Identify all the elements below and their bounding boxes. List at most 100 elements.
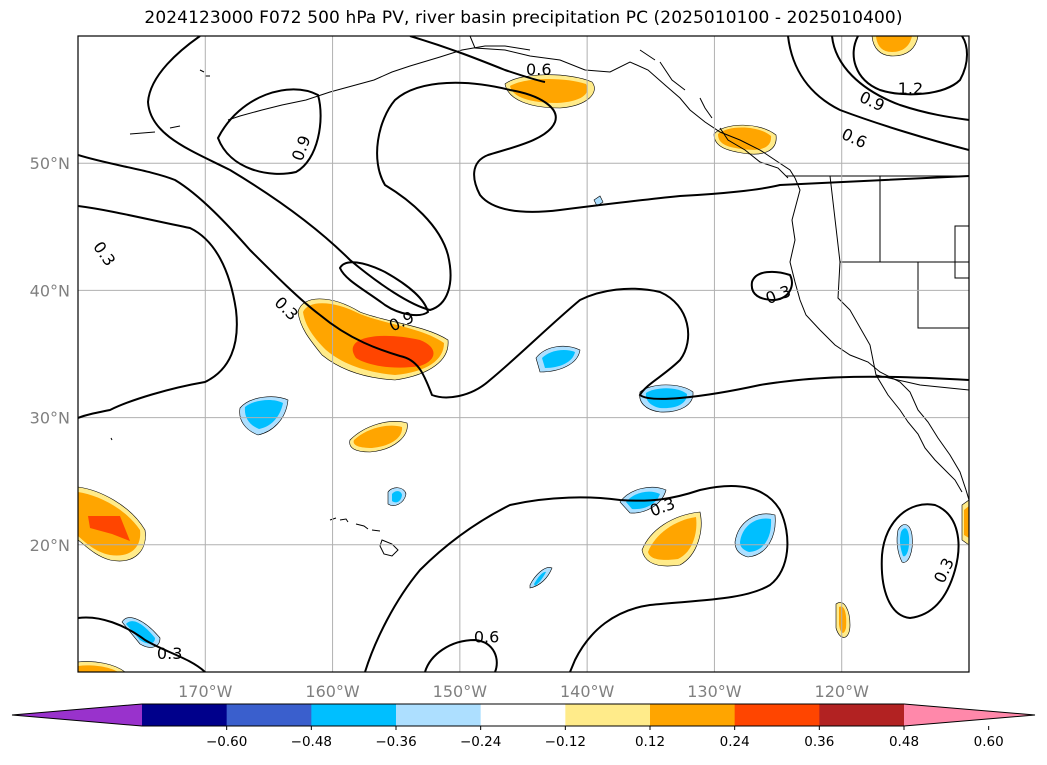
contour-03-south [364, 485, 789, 672]
lat-tick-label: 20°N [30, 536, 70, 555]
neg-precip-blob-8 [387, 487, 407, 506]
colorbar-tick-label: 0.60 [974, 734, 1004, 750]
precip-blob-gulf-alaska [504, 74, 595, 109]
neg-precip-blob-9 [529, 567, 553, 589]
colorbar-swatch [396, 704, 482, 726]
contour-label-text: 1.2 [898, 79, 923, 98]
contour-label-text: 0.3 [157, 644, 182, 663]
contour-09-north [146, 36, 969, 312]
contour-09-loop [216, 88, 322, 175]
contour-label: 0.9 [288, 133, 315, 163]
contour-09-northeast [831, 36, 969, 121]
contour-label: 0.3 [930, 555, 958, 586]
lon-tick-label: 150°W [433, 682, 488, 701]
contour-03-southwest [78, 616, 206, 672]
neg-precip-blob-10 [593, 195, 604, 207]
contour-label: 0.6 [474, 627, 499, 646]
contour-03-big [78, 154, 969, 400]
bc-coast-islands [639, 49, 789, 179]
neg-precip-blob-5 [734, 513, 776, 558]
contour-label: 0.3 [89, 238, 119, 270]
neg-precip-blob-7 [121, 617, 161, 648]
lat-tick-label: 50°N [30, 154, 70, 173]
contour-06-alaska [409, 36, 546, 83]
precip-blob-central-north-pacific [297, 298, 449, 381]
pv-contours [78, 36, 969, 672]
lon-tick-label: 120°W [815, 682, 870, 701]
us-west-coast [789, 177, 969, 501]
neg-precip-blob-1 [239, 396, 289, 436]
contour-label-text: 0.3 [89, 238, 119, 270]
colorbar-swatch [819, 704, 905, 726]
colorbar-tick-label: 0.12 [635, 734, 665, 750]
colorbar: −0.60 −0.48 −0.36 −0.24 −0.12 0.12 0.24 0.36 0.4… [11, 703, 1036, 750]
precip-blob-west-edge [78, 486, 146, 562]
colorbar-swatch [480, 704, 566, 726]
contour-label-text: 0.6 [526, 60, 551, 79]
colorbar-tick-label: −0.48 [291, 734, 332, 750]
contour-label: 0.9 [857, 87, 888, 115]
colorbar-extend-max [904, 704, 1035, 726]
small-islands [110, 69, 210, 441]
precip-blob-baja-coast [961, 499, 969, 546]
contour-label: 0.3 [763, 281, 793, 308]
baja-california [875, 374, 963, 493]
contour-03-west [78, 205, 238, 419]
contour-06-south [424, 638, 498, 672]
latitude-ticks: 20°N 30°N 40°N 50°N [30, 154, 70, 555]
colorbar-tick-label: 0.36 [804, 734, 834, 750]
contour-label-text: 0.3 [271, 293, 302, 324]
lat-tick-label: 40°N [30, 281, 70, 300]
lat-tick-label: 30°N [30, 409, 70, 428]
contour-label: 0.6 [839, 124, 870, 152]
map-frame [77, 35, 970, 673]
colorbar-tick-label: 0.24 [720, 734, 750, 750]
contour-label: 0.3 [157, 644, 182, 663]
coastlines [110, 36, 969, 557]
colorbar-swatch [565, 704, 651, 726]
lon-tick-label: 130°W [687, 682, 742, 701]
colorbar-tick-label: −0.60 [206, 734, 247, 750]
precip-blob-bottom-left [78, 661, 126, 672]
contour-09-tongue [338, 261, 430, 317]
colorbar-outline [11, 703, 1036, 727]
contour-label: 0.3 [271, 293, 302, 324]
gridlines [78, 36, 969, 672]
colorbar-tick-label: −0.24 [460, 734, 501, 750]
neg-precip-blob-3 [639, 384, 694, 413]
contour-label-text: 0.3 [930, 555, 958, 586]
colorbar-swatch [142, 704, 228, 726]
precip-blob-subtropical-north [349, 421, 408, 453]
colorbar-tick-label: −0.12 [545, 734, 586, 750]
contour-label-text: 0.6 [474, 627, 499, 646]
colorbar-tick-label: 0.48 [889, 734, 919, 750]
precip-blob-mexico-offshore [835, 602, 851, 638]
alaska-coast [469, 36, 796, 179]
colorbar-swatch [311, 704, 397, 726]
colorbar-swatch [226, 704, 312, 726]
hawaii-islands [329, 517, 399, 557]
chart-title: 2024123000 F072 500 hPa PV, river basin … [144, 8, 903, 28]
contour-label: 0.6 [526, 60, 551, 79]
contour-03-california [750, 270, 793, 302]
contour-03-east [880, 503, 960, 620]
colorbar-tick-label: −0.36 [375, 734, 416, 750]
contour-06-northeast [787, 36, 969, 151]
precip-blob-nw-corner [871, 36, 919, 57]
lon-tick-label: 160°W [305, 682, 360, 701]
contour-label: 1.2 [898, 79, 923, 98]
lon-tick-label: 170°W [178, 682, 233, 701]
colorbar-swatch [650, 704, 736, 726]
precip-blob-east-subtropics [641, 511, 702, 567]
neg-precip-blob-2 [535, 345, 581, 373]
contour-12-northeast [852, 36, 968, 96]
longitude-ticks: 170°W 160°W 150°W 140°W 130°W 120°W [178, 682, 869, 701]
neg-precip-blob-6 [896, 524, 913, 563]
colorbar-extend-min [12, 704, 142, 726]
aleutian-islands [227, 45, 531, 121]
precip-blob-vancouver [713, 124, 777, 155]
us-state-borders [786, 175, 969, 391]
contour-label-text: 0.6 [839, 124, 870, 152]
colorbar-swatch [734, 704, 820, 726]
